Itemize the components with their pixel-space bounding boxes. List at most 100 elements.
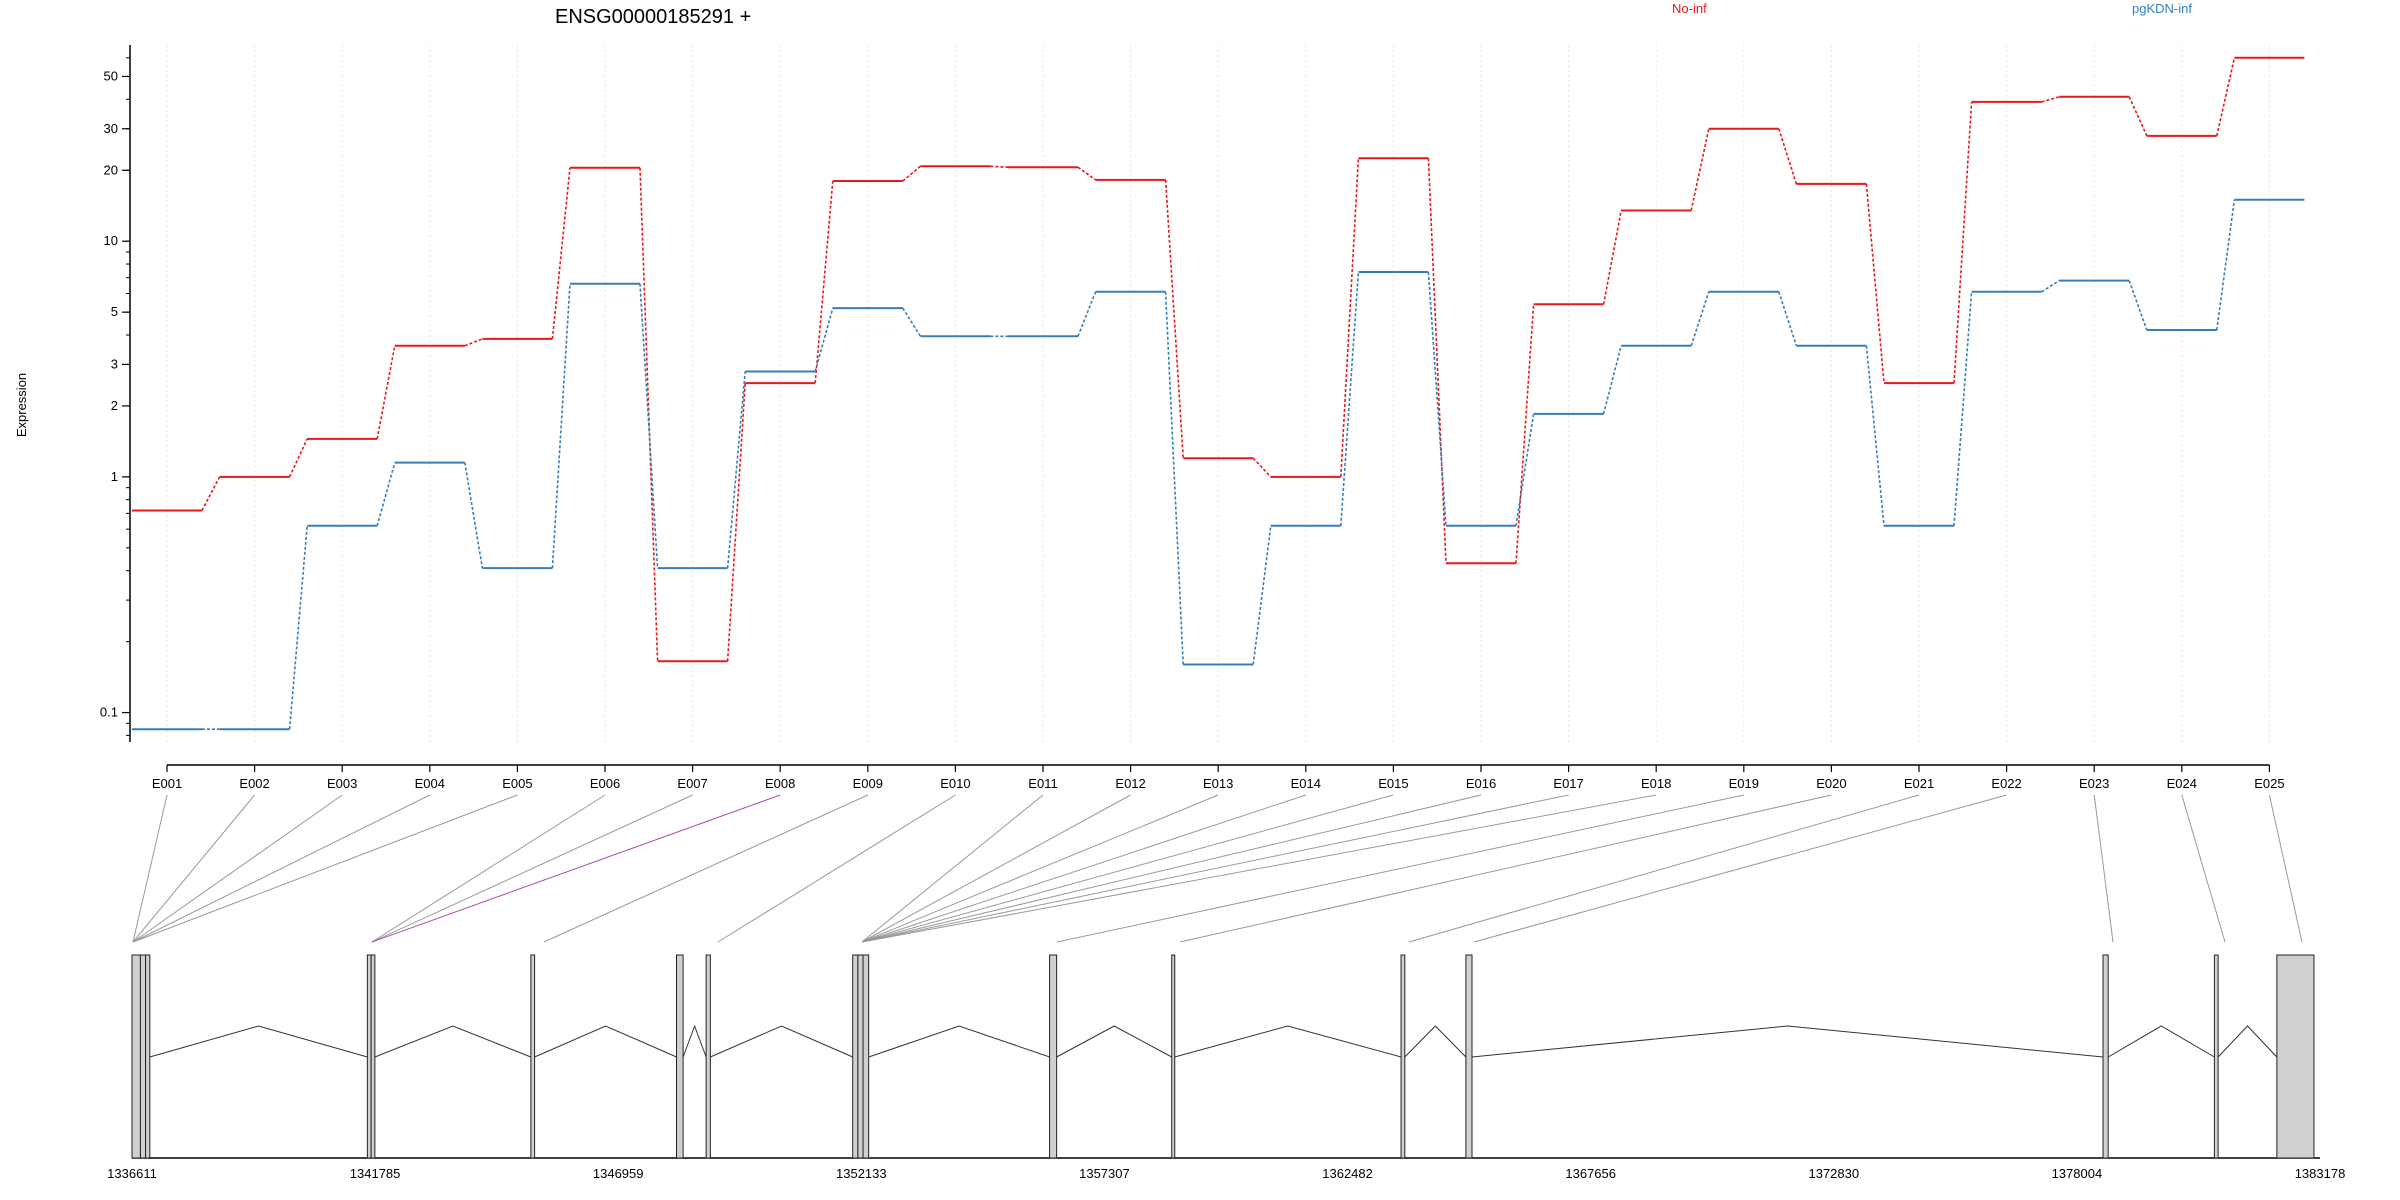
exon-label-E015: E015 xyxy=(1378,776,1408,791)
coordinate-label: 1367656 xyxy=(1565,1166,1616,1181)
exon-box xyxy=(1465,954,1473,1159)
exon-connector-E008 xyxy=(371,794,781,943)
y-tick-label: 50 xyxy=(104,68,118,83)
connector-pgKDN-inf xyxy=(1515,413,1535,526)
y-tick-label: 1 xyxy=(111,469,118,484)
connector-pgKDN-inf xyxy=(1427,271,1447,526)
coordinate-label: 1362482 xyxy=(1322,1166,1373,1181)
exon-box xyxy=(857,954,864,1159)
intron xyxy=(1174,1025,1402,1058)
intron xyxy=(149,1025,368,1058)
connector-No-inf xyxy=(1340,158,1360,477)
coordinate-label: 1372830 xyxy=(1808,1166,1859,1181)
connector-No-inf xyxy=(201,476,221,511)
exon-label-E005: E005 xyxy=(502,776,532,791)
exon-connector-E018 xyxy=(861,794,1657,943)
chart-title: ENSG00000185291 + xyxy=(555,6,751,28)
coordinate-label: 1378004 xyxy=(2052,1166,2103,1181)
intron xyxy=(1404,1025,1467,1058)
exon-label-E024: E024 xyxy=(2167,776,2197,791)
exon-label-E003: E003 xyxy=(327,776,357,791)
connector-pgKDN-inf xyxy=(376,462,396,527)
coordinate-label: 1352133 xyxy=(836,1166,887,1181)
coordinate-label: 1341785 xyxy=(350,1166,401,1181)
connector-pgKDN-inf xyxy=(551,283,571,569)
connector-pgKDN-inf xyxy=(1077,291,1097,337)
grid xyxy=(166,45,2270,742)
exon-connector-E009 xyxy=(543,794,869,943)
exon-box xyxy=(1171,954,1176,1159)
connector-No-inf xyxy=(2128,96,2148,137)
intron xyxy=(2217,1025,2278,1058)
exon-connector-E022 xyxy=(1473,794,2007,943)
connector-No-inf xyxy=(1953,101,1973,384)
connector-pgKDN-inf xyxy=(464,462,484,569)
exon-label-E007: E007 xyxy=(677,776,707,791)
connector-No-inf xyxy=(1778,128,1798,185)
exon-box xyxy=(862,954,870,1159)
connector-pgKDN-inf xyxy=(2041,279,2060,293)
exon-label-E019: E019 xyxy=(1729,776,1759,791)
connector-pgKDN-inf xyxy=(1340,271,1360,526)
exon-label-E016: E016 xyxy=(1466,776,1496,791)
connector-No-inf xyxy=(1427,158,1447,564)
connector-pgKDN-inf xyxy=(1602,345,1622,415)
exon-box xyxy=(366,954,372,1159)
connector-No-inf xyxy=(1602,210,1622,305)
exon-label-E006: E006 xyxy=(590,776,620,791)
exon-label-E020: E020 xyxy=(1816,776,1846,791)
y-tick-label: 0.1 xyxy=(100,705,118,720)
exon-connector-E002 xyxy=(132,794,255,943)
exon-label-E010: E010 xyxy=(940,776,970,791)
intron xyxy=(534,1025,677,1058)
exon-box xyxy=(131,954,141,1159)
exon-label-E012: E012 xyxy=(1115,776,1145,791)
exon-label-E014: E014 xyxy=(1291,776,1321,791)
exon-box xyxy=(852,954,859,1159)
exon-box xyxy=(530,954,536,1159)
exon-connector-E011 xyxy=(861,794,1044,943)
exon-label-E023: E023 xyxy=(2079,776,2109,791)
y-tick-label: 30 xyxy=(104,121,118,136)
connector-No-inf xyxy=(902,165,921,182)
coordinate-label: 1346959 xyxy=(593,1166,644,1181)
exon-connector-E001 xyxy=(132,794,168,943)
intron xyxy=(374,1025,532,1058)
connector-pgKDN-inf xyxy=(2216,199,2236,331)
exon-label-E011: E011 xyxy=(1028,776,1057,791)
exon-label-E022: E022 xyxy=(1991,776,2021,791)
exon-connector-E019 xyxy=(1056,794,1744,943)
exon-connector-E003 xyxy=(132,794,343,943)
exon-box xyxy=(1049,954,1058,1159)
connector-pgKDN-inf xyxy=(2128,280,2148,331)
exon-box xyxy=(705,954,711,1159)
coordinate-label: 1357307 xyxy=(1079,1166,1130,1181)
connector-pgKDN-inf xyxy=(1778,291,1798,347)
connector-No-inf xyxy=(288,438,308,478)
exon-box xyxy=(1400,954,1406,1159)
exon-connector-E004 xyxy=(132,794,431,943)
intron xyxy=(868,1025,1050,1058)
connector-pgKDN-inf xyxy=(288,525,308,730)
connector-No-inf xyxy=(1252,457,1272,478)
connector-No-inf xyxy=(551,167,571,339)
series-pgKDN-inf xyxy=(132,198,2305,731)
connector-pgKDN-inf xyxy=(814,307,834,372)
y-tick-label: 3 xyxy=(111,356,118,371)
connector-No-inf xyxy=(1077,166,1097,181)
connector-No-inf xyxy=(376,345,396,439)
exon-label-E001: E001 xyxy=(152,776,182,791)
connector-pgKDN-inf xyxy=(1252,525,1272,665)
exon-connector-E023 xyxy=(2093,794,2114,943)
intron xyxy=(2107,1025,2215,1058)
exon-label-E021: E021 xyxy=(1904,776,1934,791)
connector-No-inf xyxy=(1515,304,1535,564)
exon-connector-E017 xyxy=(861,794,1569,943)
connector-pgKDN-inf xyxy=(1690,291,1710,347)
connector-No-inf xyxy=(2041,96,2060,103)
exon-label-E009: E009 xyxy=(853,776,883,791)
series-layer xyxy=(132,56,2305,731)
exon-connector-E021 xyxy=(1408,794,1920,943)
legend-no-inf: No-inf xyxy=(1672,1,1707,16)
